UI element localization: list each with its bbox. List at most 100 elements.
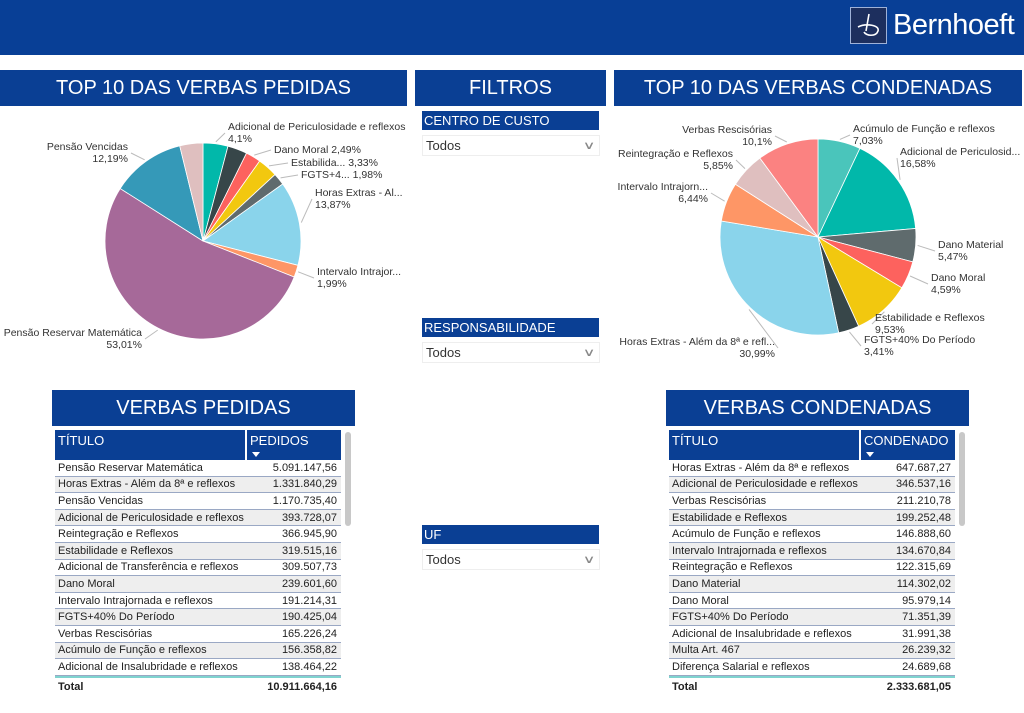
- column-header-pedidos[interactable]: PEDIDOS: [247, 430, 341, 460]
- table-row[interactable]: Diferença Salarial e reflexos 24.689,68: [669, 659, 955, 676]
- scrollbar[interactable]: [959, 432, 965, 526]
- table-row[interactable]: Verbas Rescisórias 165.226,24: [55, 626, 341, 643]
- column-header-titulo[interactable]: TÍTULO: [55, 430, 245, 460]
- table-row[interactable]: Acúmulo de Função e reflexos 156.358,82: [55, 642, 341, 660]
- row-value: 366.945,90: [281, 528, 337, 541]
- table-row[interactable]: Reintegração e Reflexos 366.945,90: [55, 526, 341, 543]
- leader-line: [735, 159, 746, 170]
- pie-slice[interactable]: [719, 220, 840, 336]
- table-row[interactable]: Adicional de Transferência e reflexos 309…: [55, 560, 341, 577]
- row-title: Acúmulo de Função e reflexos: [58, 644, 207, 657]
- total-label: Total: [672, 680, 698, 693]
- row-title: Adicional de Transferência e reflexos: [58, 561, 239, 574]
- filter-value: Todos: [426, 345, 461, 360]
- pie-data-label: Intervalo Intrajorn... 6,44%: [618, 181, 708, 205]
- slice-label: Estabilida...: [291, 157, 346, 169]
- row-value: 211.210,78: [896, 494, 951, 507]
- row-value: 199.252,48: [895, 511, 951, 524]
- pie-slice[interactable]: [759, 138, 819, 239]
- pie-slice[interactable]: [104, 187, 295, 340]
- slice-label: Reintegração e Reflexos: [618, 148, 733, 160]
- slice-label: Pensão Reservar Matemática: [3, 327, 142, 339]
- table-row[interactable]: Estabilidade e Reflexos 319.515,16: [55, 542, 341, 560]
- column-header-titulo[interactable]: TÍTULO: [669, 430, 859, 460]
- row-value: 319.515,16: [281, 544, 337, 557]
- leader-line: [774, 135, 788, 143]
- pie-slice[interactable]: [202, 183, 302, 266]
- row-title: Adicional de Periculosidade e reflexos: [672, 478, 858, 491]
- table-row[interactable]: Reintegração e Reflexos 122.315,69: [669, 560, 955, 577]
- table-row[interactable]: Adicional de Periculosidade e reflexos 39…: [55, 509, 341, 527]
- sort-desc-icon: [252, 452, 260, 457]
- table-row[interactable]: Multa Art. 467 26.239,32: [669, 642, 955, 660]
- table-row[interactable]: Dano Moral 95.979,14: [669, 593, 955, 610]
- filter-dropdown-uf[interactable]: Todos ∨: [422, 549, 600, 570]
- row-title: Intervalo Intrajornada e reflexos: [58, 594, 213, 607]
- slice-label: FGTS+40% Do Período: [864, 334, 976, 346]
- row-value: 31.991,38: [902, 627, 951, 640]
- slice-percent: 2,49%: [331, 144, 361, 156]
- slice-label: Adicional de Periculosid...: [900, 146, 1021, 158]
- row-value: 95.979,14: [902, 594, 951, 607]
- filter-dropdown-centro-de-custo[interactable]: Todos ∨: [422, 135, 600, 156]
- slice-label: Acúmulo de Função e reflexos: [853, 123, 995, 135]
- row-value: 138.464,22: [281, 660, 337, 673]
- pie-data-label: Verbas Rescisórias 10,1%: [682, 124, 772, 148]
- table-row[interactable]: Dano Material 114.302,02: [669, 576, 955, 593]
- filter-label-uf: UF: [422, 525, 599, 544]
- verbas-condenadas-table: TÍTULO CONDENADO Horas Extras - Além da …: [669, 430, 955, 696]
- leader-line: [300, 198, 313, 223]
- row-title: Reintegração e Reflexos: [58, 528, 179, 541]
- slice-label: Adicional de Periculosidade e reflexos: [228, 121, 406, 133]
- pie-data-label: Intervalo Intrajor... 1,99%: [317, 266, 401, 290]
- bernhoeft-logo: Bernhoeft: [850, 7, 1015, 44]
- row-title: Horas Extras - Além da 8ª e reflexos: [58, 478, 236, 491]
- table-row[interactable]: FGTS+40% Do Período 71.351,39: [669, 609, 955, 626]
- row-title: Estabilidade e Reflexos: [672, 511, 787, 524]
- scrollbar[interactable]: [345, 432, 351, 526]
- row-value: 346.537,16: [895, 478, 951, 491]
- top-pedidas-title: TOP 10 DAS VERBAS PEDIDAS: [0, 70, 407, 106]
- table-row[interactable]: Adicional de Insalubridade e reflexos 31.…: [669, 626, 955, 643]
- table-row[interactable]: Intervalo Intrajornada e reflexos 191.214…: [55, 593, 341, 610]
- table-row[interactable]: FGTS+40% Do Período 190.425,04: [55, 609, 341, 626]
- row-title: Dano Moral: [672, 594, 729, 607]
- table-row[interactable]: Pensão Reservar Matemática 5.091.147,56: [55, 460, 341, 477]
- table-row[interactable]: Adicional de Insalubridade e reflexos 138…: [55, 659, 341, 676]
- row-title: Diferença Salarial e reflexos: [672, 660, 810, 673]
- slice-percent: 30,99%: [739, 348, 775, 360]
- pie-slice[interactable]: [817, 147, 917, 238]
- leader-line: [917, 244, 936, 252]
- row-title: Dano Moral: [58, 577, 115, 590]
- table-row[interactable]: Adicional de Periculosidade e reflexos 34…: [669, 476, 955, 494]
- slice-percent: 6,44%: [678, 193, 708, 205]
- table-row[interactable]: Intervalo Intrajornada e reflexos 134.670…: [669, 542, 955, 560]
- filter-dropdown-responsabilidade[interactable]: Todos ∨: [422, 342, 600, 363]
- table-row[interactable]: Verbas Rescisórias 211.210,78: [669, 493, 955, 510]
- slice-percent: 16,58%: [900, 158, 936, 170]
- slice-percent: 9,53%: [875, 324, 905, 336]
- leader-line: [849, 331, 862, 347]
- slice-percent: 3,41%: [864, 346, 894, 358]
- slice-label: Verbas Rescisórias: [682, 124, 772, 136]
- table-row[interactable]: Dano Moral 239.601,60: [55, 576, 341, 593]
- table-row[interactable]: Acúmulo de Função e reflexos 146.888,60: [669, 526, 955, 543]
- brand-name: Bernhoeft: [893, 9, 1015, 41]
- row-title: Dano Material: [672, 577, 741, 590]
- pie-slice[interactable]: [179, 142, 204, 242]
- logo-mark-icon: [850, 7, 887, 44]
- slice-label: Estabilidade e Reflexos: [875, 312, 985, 324]
- sort-desc-icon: [866, 452, 874, 457]
- total-label: Total: [58, 680, 84, 693]
- table-row[interactable]: Estabilidade e Reflexos 199.252,48: [669, 509, 955, 527]
- table-row[interactable]: Horas Extras - Além da 8ª e reflexos 647.…: [669, 460, 955, 477]
- pie-slice[interactable]: [119, 145, 204, 242]
- table-row[interactable]: Pensão Vencidas 1.170.735,40: [55, 493, 341, 510]
- column-header-condenado[interactable]: CONDENADO: [861, 430, 955, 460]
- row-title: Adicional de Insalubridade e reflexos: [58, 660, 238, 673]
- pie-data-label: Dano Material 5,47%: [938, 239, 1003, 263]
- leader-line: [871, 311, 885, 325]
- row-title: Pensão Reservar Matemática: [58, 461, 203, 474]
- table-row[interactable]: Horas Extras - Além da 8ª e reflexos 1.33…: [55, 476, 341, 494]
- row-title: Intervalo Intrajornada e reflexos: [672, 544, 827, 557]
